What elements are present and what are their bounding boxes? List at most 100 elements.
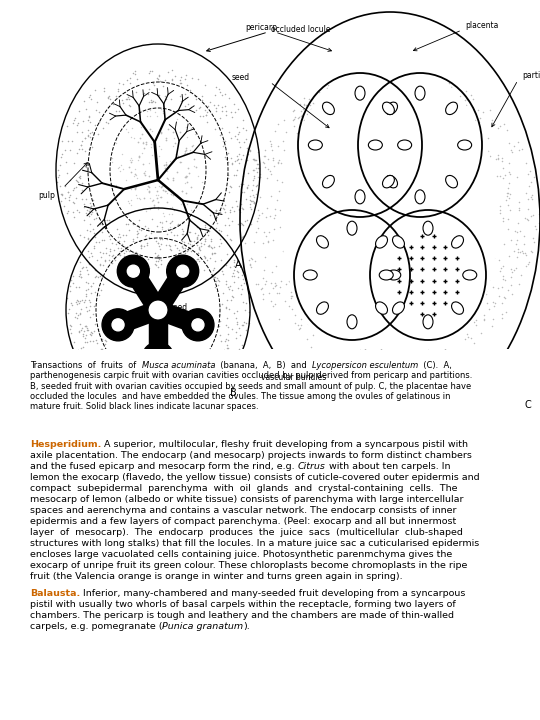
Text: epidermis and a few layers of compact parenchyma. (Peel: exocarp and all but inn: epidermis and a few layers of compact pa… <box>30 517 456 526</box>
Point <box>212 210 220 222</box>
Point <box>230 99 239 110</box>
Point <box>118 229 127 240</box>
Point <box>523 204 532 215</box>
Point <box>293 112 302 124</box>
Point <box>371 115 380 127</box>
Point <box>449 149 457 161</box>
Point <box>431 294 440 306</box>
Point <box>384 78 393 90</box>
Point <box>151 107 159 118</box>
Point <box>314 323 322 335</box>
Point <box>199 371 208 382</box>
Point <box>96 270 104 282</box>
Point <box>200 253 209 264</box>
Point <box>63 186 72 198</box>
Point <box>75 143 83 155</box>
Point <box>363 86 372 97</box>
Point <box>264 235 272 247</box>
Point <box>444 284 453 296</box>
Point <box>100 256 109 267</box>
Point <box>230 169 238 181</box>
Point <box>84 246 93 257</box>
Point <box>218 104 226 116</box>
Point <box>377 336 386 348</box>
Point <box>68 135 77 147</box>
Point <box>242 324 251 336</box>
Point <box>75 171 84 182</box>
Point <box>153 160 162 171</box>
Point <box>92 208 101 220</box>
Point <box>130 68 139 79</box>
Point <box>154 140 163 152</box>
Point <box>515 279 524 290</box>
Point <box>316 253 325 264</box>
Point <box>220 206 229 217</box>
Point <box>226 347 234 359</box>
Point <box>183 238 192 249</box>
Text: Lycopersicon esculentum: Lycopersicon esculentum <box>312 361 419 370</box>
Point <box>228 356 237 368</box>
Point <box>380 129 389 140</box>
Point <box>214 99 222 111</box>
Point <box>423 148 431 160</box>
Point <box>427 288 435 300</box>
Point <box>82 288 90 300</box>
Point <box>228 215 237 227</box>
Point <box>233 133 241 145</box>
Point <box>327 326 335 338</box>
Point <box>76 269 84 280</box>
Point <box>196 111 205 122</box>
Point <box>340 325 349 336</box>
Point <box>413 77 422 89</box>
Point <box>431 318 440 329</box>
Ellipse shape <box>423 315 433 329</box>
Point <box>462 322 470 333</box>
Point <box>148 371 157 382</box>
Point <box>426 188 435 199</box>
Text: axile placentation. The endocarp (and mesocarp) projects inwards to form distinc: axile placentation. The endocarp (and me… <box>30 451 472 460</box>
Point <box>411 93 420 104</box>
Point <box>152 189 161 201</box>
Point <box>215 371 224 382</box>
Point <box>172 189 181 200</box>
Point <box>446 283 454 294</box>
Point <box>148 194 157 206</box>
Point <box>443 93 452 104</box>
Point <box>272 194 281 206</box>
Ellipse shape <box>386 176 397 188</box>
Point <box>227 158 236 170</box>
Point <box>174 363 183 374</box>
Point <box>383 132 392 143</box>
Point <box>158 184 167 196</box>
Point <box>110 382 118 393</box>
Point <box>214 274 222 285</box>
Text: Punica granatum: Punica granatum <box>163 622 244 631</box>
Point <box>265 210 274 222</box>
Point <box>342 130 350 141</box>
Point <box>78 115 87 127</box>
Point <box>193 233 201 245</box>
Point <box>218 268 227 279</box>
Text: mature fruit. Solid black lines indicate lacunar spaces.: mature fruit. Solid black lines indicate… <box>30 402 259 411</box>
Point <box>183 220 192 231</box>
Point <box>323 182 332 194</box>
Point <box>201 104 210 115</box>
Point <box>134 390 143 402</box>
Point <box>82 336 91 348</box>
Point <box>437 235 445 246</box>
Point <box>300 311 309 323</box>
Point <box>214 361 223 373</box>
Point <box>432 339 441 351</box>
Point <box>520 238 529 250</box>
Point <box>321 139 329 150</box>
Point <box>475 143 483 155</box>
Point <box>101 335 110 346</box>
Point <box>73 294 82 306</box>
Point <box>299 98 308 109</box>
Point <box>341 126 350 138</box>
Point <box>181 142 190 153</box>
Point <box>413 235 422 246</box>
Point <box>152 259 160 271</box>
Point <box>319 236 328 248</box>
Point <box>222 294 231 305</box>
